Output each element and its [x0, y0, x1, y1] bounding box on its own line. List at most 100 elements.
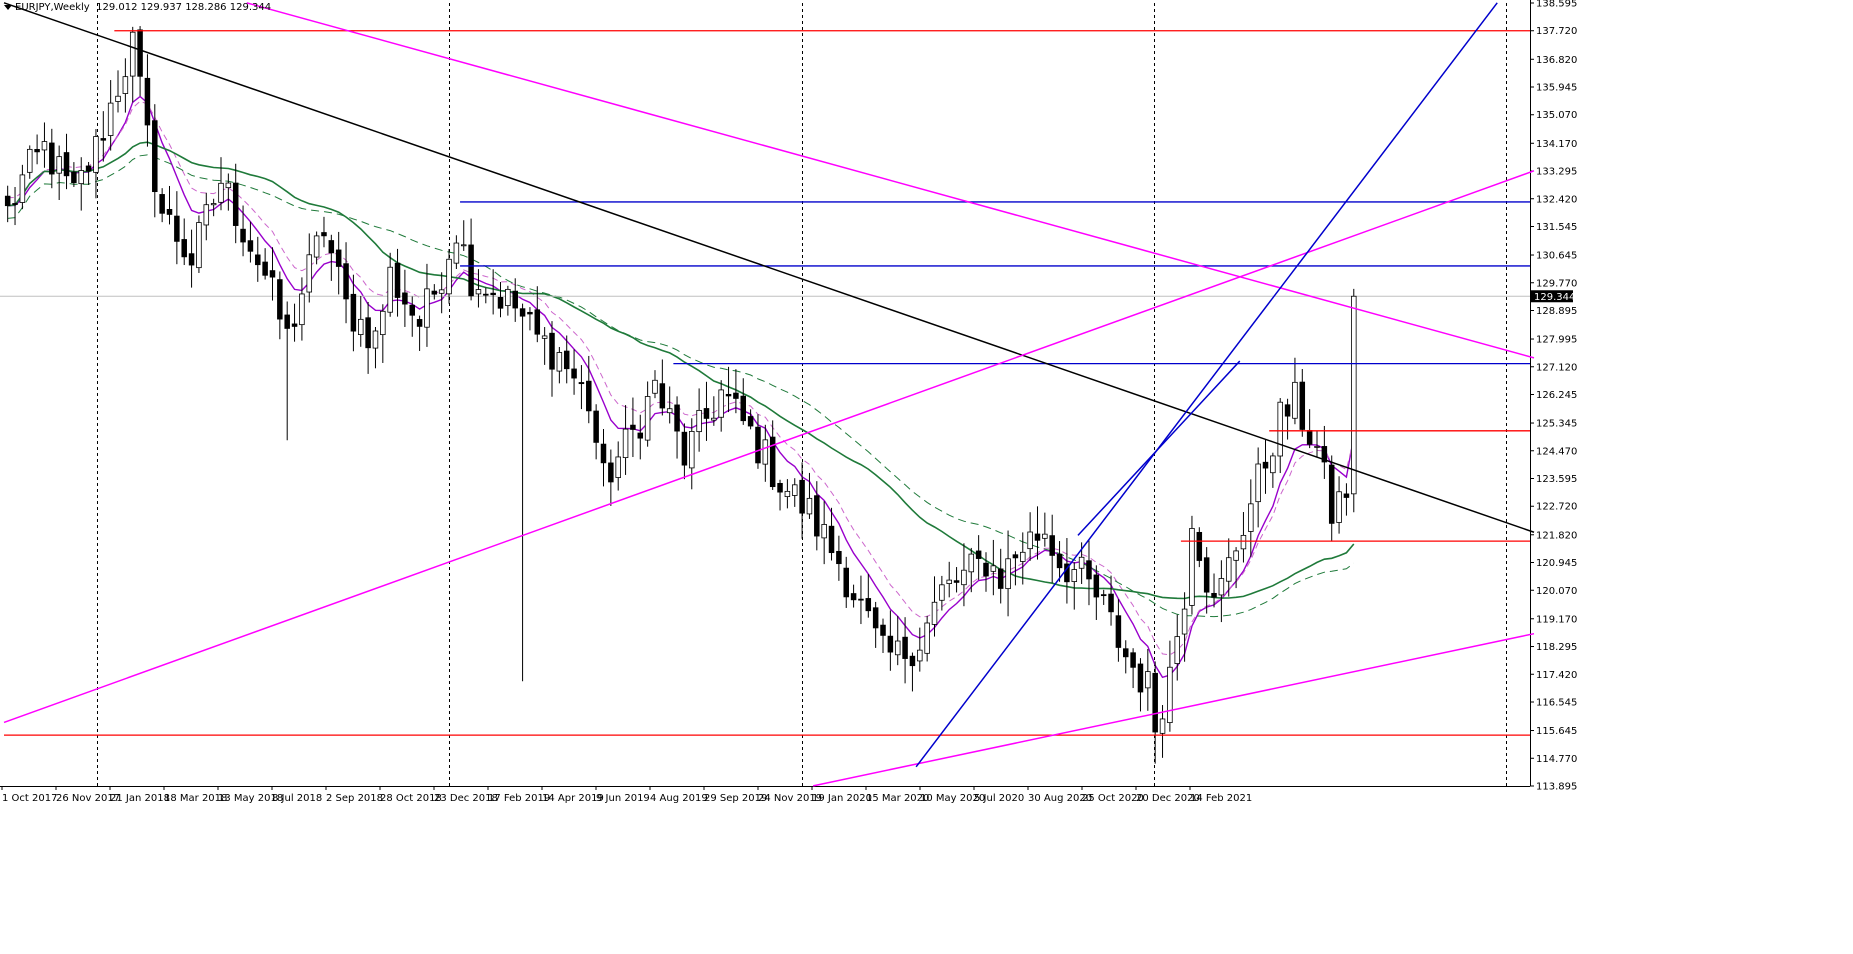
candle-body [299, 293, 305, 326]
candle-body [556, 352, 563, 372]
candle-body [1255, 463, 1261, 503]
candle-body [975, 550, 982, 559]
y-tick-label: 131.545 [1536, 222, 1577, 233]
candle-body [41, 141, 48, 151]
candle-body [534, 309, 541, 335]
candle-body [784, 490, 791, 498]
candle-body [924, 622, 930, 654]
candle-body [887, 635, 894, 653]
candle-body [674, 404, 680, 432]
candle-body [475, 289, 482, 295]
y-tick-label: 124.470 [1536, 446, 1577, 457]
candle-body [1152, 672, 1158, 733]
candle-body [129, 31, 136, 77]
trendline[interactable] [1077, 360, 1241, 536]
candle-body [1012, 554, 1019, 559]
plot-background [0, 3, 1530, 786]
candle-body [1314, 446, 1320, 448]
candle-body [1071, 569, 1078, 582]
x-tick-label: 5 Jul 2020 [974, 793, 1024, 804]
candle-body [718, 389, 724, 418]
y-tick-label: 130.645 [1536, 251, 1577, 262]
x-tick-label: 18 Mar 2018 [164, 793, 227, 804]
y-tick-label: 135.070 [1536, 110, 1577, 121]
candle-body [453, 242, 460, 264]
candle-body [953, 580, 960, 583]
candle-body [380, 310, 386, 336]
candle-body [1292, 381, 1298, 419]
candle-body [402, 292, 408, 305]
candle-body [56, 156, 62, 174]
candle-body [181, 239, 187, 258]
candle-body [497, 296, 504, 309]
candle-body [578, 382, 585, 385]
y-tick-label: 134.170 [1536, 139, 1577, 150]
candle-body [909, 655, 916, 667]
trendline[interactable] [3, 170, 1535, 724]
candle-body [637, 432, 644, 439]
candle-body [549, 332, 555, 370]
x-tick-label: 23 Dec 2018 [434, 793, 498, 804]
candle-body [431, 290, 438, 295]
candle-body [894, 640, 901, 656]
trendline[interactable] [246, 2, 1535, 359]
candle-body [1115, 615, 1122, 648]
candle-body [762, 439, 769, 465]
candle-body [946, 579, 952, 584]
chevron-down-icon[interactable] [4, 4, 12, 10]
candle-body [306, 254, 313, 293]
candle-body [1137, 663, 1144, 693]
y-tick-label: 116.545 [1536, 697, 1577, 708]
x-tick-label: 9 Jun 2019 [596, 793, 650, 804]
candle-body [321, 232, 327, 237]
current-price-tag [1531, 290, 1573, 303]
candle-body [1218, 578, 1225, 596]
candle-body [313, 235, 320, 258]
x-tick-label: 19 Jan 2020 [812, 793, 872, 804]
candle-body [19, 174, 26, 203]
x-tick-label: 21 Jan 2018 [110, 793, 170, 804]
trendline[interactable] [812, 632, 1535, 787]
candle-body [4, 195, 11, 207]
y-tick-label: 128.895 [1536, 306, 1577, 317]
candle-body [1020, 551, 1026, 562]
y-tick-label: 119.170 [1536, 614, 1577, 625]
candle-body [939, 584, 945, 601]
candle-body [210, 203, 217, 206]
candle-body [438, 289, 445, 294]
trendline[interactable] [915, 2, 1498, 768]
candle-body [203, 204, 210, 226]
candle-body [563, 350, 570, 370]
candle-body [1078, 556, 1085, 569]
y-tick-label: 117.420 [1536, 670, 1577, 681]
trendline[interactable] [3, 2, 1535, 533]
candle-body [740, 395, 747, 422]
candle-body [1270, 455, 1276, 474]
candle-body [519, 308, 526, 317]
candle-body [416, 319, 423, 327]
candle-body [174, 215, 180, 242]
y-tick-label: 129.770 [1536, 278, 1577, 289]
candle-body [1108, 593, 1114, 613]
candle-body [196, 222, 202, 269]
candle-body [78, 170, 84, 185]
chart-header: EURJPY,Weekly 129.012 129.937 128.286 12… [4, 2, 271, 13]
ma-slow-line [7, 141, 1355, 600]
ema-fast-line [7, 95, 1355, 679]
current-price-label: 129.344 [1534, 292, 1575, 303]
candle-body [1174, 636, 1180, 664]
candle-body [85, 165, 92, 172]
candle-body [100, 138, 107, 141]
candle-body [166, 208, 173, 215]
candle-body [365, 317, 371, 349]
candle-body [284, 314, 290, 329]
candle-body [446, 258, 452, 295]
y-tick-label: 137.720 [1536, 26, 1577, 37]
candle-body [689, 431, 695, 469]
candle-body [571, 368, 577, 379]
candle-body [512, 290, 518, 309]
candle-body [541, 335, 548, 339]
x-tick-label: 14 Feb 2021 [1190, 793, 1252, 804]
